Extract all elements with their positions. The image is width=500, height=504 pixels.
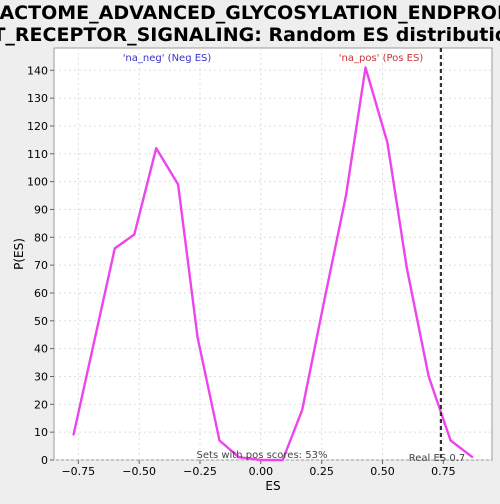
neg-es-label: 'na_neg' (Neg ES) [123, 53, 212, 64]
y-tick-label: 60 [34, 287, 48, 300]
real-es-label: Real ES 0.7 [409, 453, 465, 464]
data-point [196, 336, 199, 339]
pos-scores-text: Sets with pos scores: 53% [197, 450, 328, 461]
y-tick-label: 110 [27, 148, 48, 161]
chart-title-line-1: REACTOME_ADVANCED_GLYCOSYLATION_ENDPRODU [0, 2, 500, 24]
data-point [301, 409, 304, 411]
y-tick-label: 100 [27, 176, 48, 189]
axes: 0 10 20 30 40 50 60 70 80 90 100 110 120 130 140 −0.75 −… [27, 64, 456, 478]
y-tick-label: 40 [34, 343, 48, 356]
y-tick-label: 80 [34, 231, 48, 244]
y-tick-label: 50 [34, 315, 48, 328]
data-point [471, 456, 474, 459]
y-tick-label: 20 [34, 398, 48, 411]
chart-title-line-2: CT_RECEPTOR_SIGNALING: Random ES distrib… [0, 24, 500, 46]
y-tick-label: 70 [34, 259, 48, 272]
x-axis-label: ES [265, 479, 280, 493]
series-layer [72, 48, 474, 462]
y-axis-label: P(ES) [12, 238, 26, 270]
y-tick-label: 30 [34, 370, 48, 383]
data-point [427, 375, 430, 378]
data-point [260, 459, 262, 461]
data-point [345, 194, 347, 197]
data-point [177, 183, 179, 186]
x-tick-label: −0.25 [183, 465, 217, 478]
x-tick-label: 0.25 [309, 465, 334, 478]
y-tick-label: 120 [27, 120, 48, 133]
data-point [155, 147, 157, 150]
data-point [133, 233, 136, 236]
data-point [406, 267, 408, 269]
data-point [281, 459, 284, 461]
pos-es-label: 'na_pos' (Pos ES) [339, 53, 424, 64]
data-point [364, 66, 367, 69]
x-tick-label: 0.50 [370, 465, 395, 478]
grid [54, 48, 492, 461]
x-tick-label: 0.75 [431, 465, 456, 478]
y-tick-label: 0 [41, 454, 48, 467]
data-point [386, 141, 389, 144]
y-tick-label: 10 [34, 426, 48, 439]
data-point [114, 247, 116, 250]
data-point [323, 300, 325, 303]
plot-area [53, 47, 493, 461]
x-tick-label: 0.00 [249, 465, 274, 478]
x-tick-label: −0.50 [122, 465, 156, 478]
y-tick-label: 140 [27, 64, 48, 77]
y-tick-label: 130 [27, 92, 48, 105]
data-point [449, 439, 452, 442]
data-point [72, 434, 75, 436]
y-tick-label: 90 [34, 203, 48, 216]
data-point [238, 456, 240, 459]
data-point [218, 439, 221, 442]
x-tick-label: −0.75 [61, 465, 95, 478]
